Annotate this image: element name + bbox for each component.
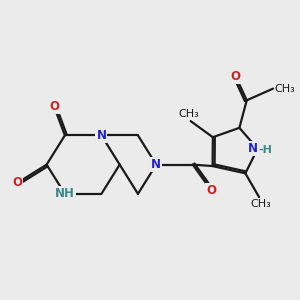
Text: O: O — [206, 184, 216, 197]
Text: N: N — [151, 158, 161, 171]
Text: CH₃: CH₃ — [178, 109, 199, 119]
Text: N: N — [248, 142, 258, 155]
Text: -H: -H — [258, 145, 272, 155]
Text: N: N — [96, 129, 106, 142]
Text: O: O — [12, 176, 22, 189]
Text: O: O — [231, 70, 241, 83]
Text: O: O — [49, 100, 59, 113]
Text: CH₃: CH₃ — [250, 199, 271, 209]
Text: NH: NH — [55, 187, 75, 200]
Text: CH₃: CH₃ — [275, 84, 296, 94]
